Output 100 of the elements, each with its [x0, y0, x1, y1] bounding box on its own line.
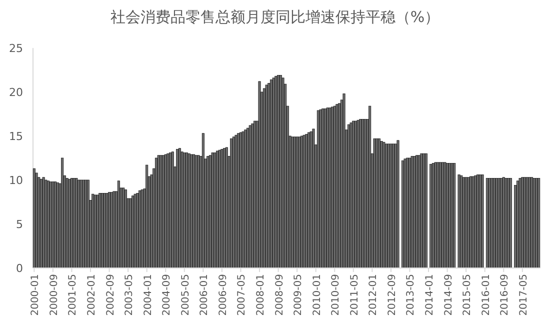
bar	[220, 149, 224, 268]
x-tick-label: 2009-05	[293, 274, 304, 316]
bar	[368, 106, 372, 268]
bar	[296, 136, 298, 268]
bar	[382, 142, 386, 268]
y-tick-label: 0	[16, 262, 23, 275]
bar	[538, 178, 540, 268]
bar	[305, 134, 308, 268]
y-tick-label: 20	[9, 86, 23, 99]
y-tick-label: 5	[16, 218, 23, 231]
bar	[410, 156, 414, 268]
x-tick-label: 2012-01	[368, 274, 380, 316]
bar	[535, 178, 538, 268]
bar	[258, 81, 261, 268]
x-tick-label: 2007-05	[236, 274, 248, 316]
bar	[390, 144, 392, 268]
bar	[356, 120, 360, 268]
bar	[166, 153, 170, 268]
bar	[498, 178, 500, 268]
bar	[251, 123, 254, 268]
bar	[188, 153, 190, 268]
bar	[146, 164, 148, 268]
x-tick-label: 2001-05	[68, 274, 79, 316]
bar	[507, 178, 510, 268]
bar	[248, 125, 252, 268]
bar	[481, 174, 484, 268]
x-tick-label: 2008-09	[274, 274, 286, 316]
bar	[211, 152, 214, 268]
bar	[66, 178, 68, 268]
bar	[495, 178, 498, 268]
bar	[342, 94, 346, 268]
bar	[444, 162, 446, 268]
x-tick-label: 2014-01	[424, 274, 436, 316]
bar	[453, 163, 456, 268]
bar	[422, 153, 426, 268]
y-tick-label: 10	[9, 174, 23, 187]
x-tick-label: 2002-01	[86, 274, 98, 316]
bar	[136, 193, 139, 268]
bar	[404, 158, 406, 268]
bar	[242, 131, 244, 268]
bar	[234, 134, 238, 268]
bar	[282, 78, 284, 268]
x-tick-label: 2003-05	[124, 274, 136, 316]
bar	[328, 108, 332, 268]
x-tick-label: 2004-01	[142, 274, 154, 316]
bar	[112, 191, 116, 268]
x-tick-label: 2000-01	[30, 274, 42, 316]
bar	[474, 175, 477, 268]
bar	[298, 136, 301, 268]
bar	[420, 153, 423, 268]
bar	[180, 152, 184, 268]
bar	[214, 152, 216, 268]
bar	[528, 177, 531, 268]
x-tick-label: 2010-01	[312, 274, 323, 316]
bar	[458, 174, 460, 268]
bar	[268, 83, 270, 268]
bar	[44, 180, 48, 268]
x-tick-label: 2002-09	[105, 274, 116, 316]
x-tick-label: 2011-05	[349, 274, 360, 316]
x-tick-label: 2013-05	[406, 274, 417, 316]
x-tick-label: 2017-05	[518, 274, 530, 316]
y-tick-label: 15	[9, 130, 23, 143]
bar	[413, 156, 416, 268]
bar	[197, 155, 200, 268]
bar	[82, 180, 85, 268]
chart-title: 社会消费品零售总额月度同比增速保持平稳（%）	[110, 8, 440, 26]
x-tick-label: 2015-05	[462, 274, 474, 316]
bar	[103, 193, 106, 268]
x-tick-label: 2016-01	[480, 274, 492, 316]
bar	[488, 178, 491, 268]
x-tick-label: 2010-09	[330, 274, 342, 316]
bar	[75, 178, 78, 268]
bar	[160, 155, 162, 268]
bar	[509, 178, 512, 268]
y-tick-label: 25	[9, 42, 23, 55]
bar	[450, 163, 454, 268]
bar	[157, 155, 160, 268]
bar	[350, 122, 352, 268]
bar	[424, 153, 428, 268]
x-tick-label: 2004-09	[162, 274, 173, 316]
bar	[52, 182, 54, 268]
bar	[72, 178, 76, 268]
x-tick-label: 2006-01	[199, 274, 210, 316]
bar	[336, 104, 338, 268]
bar	[274, 76, 278, 268]
bar	[526, 177, 528, 268]
bar	[467, 177, 470, 268]
bar	[373, 138, 376, 268]
x-tick-label: 2006-09	[218, 274, 229, 316]
bar	[61, 158, 64, 268]
bar	[265, 84, 268, 268]
bar	[518, 178, 522, 268]
x-tick-label: 2016-09	[500, 274, 511, 316]
bar	[42, 177, 45, 268]
bar	[129, 198, 132, 268]
x-tick-label: 2000-09	[48, 274, 60, 316]
bar	[319, 109, 322, 268]
bar	[326, 108, 329, 268]
bar	[338, 103, 341, 268]
x-tick-label: 2008-01	[256, 274, 267, 316]
